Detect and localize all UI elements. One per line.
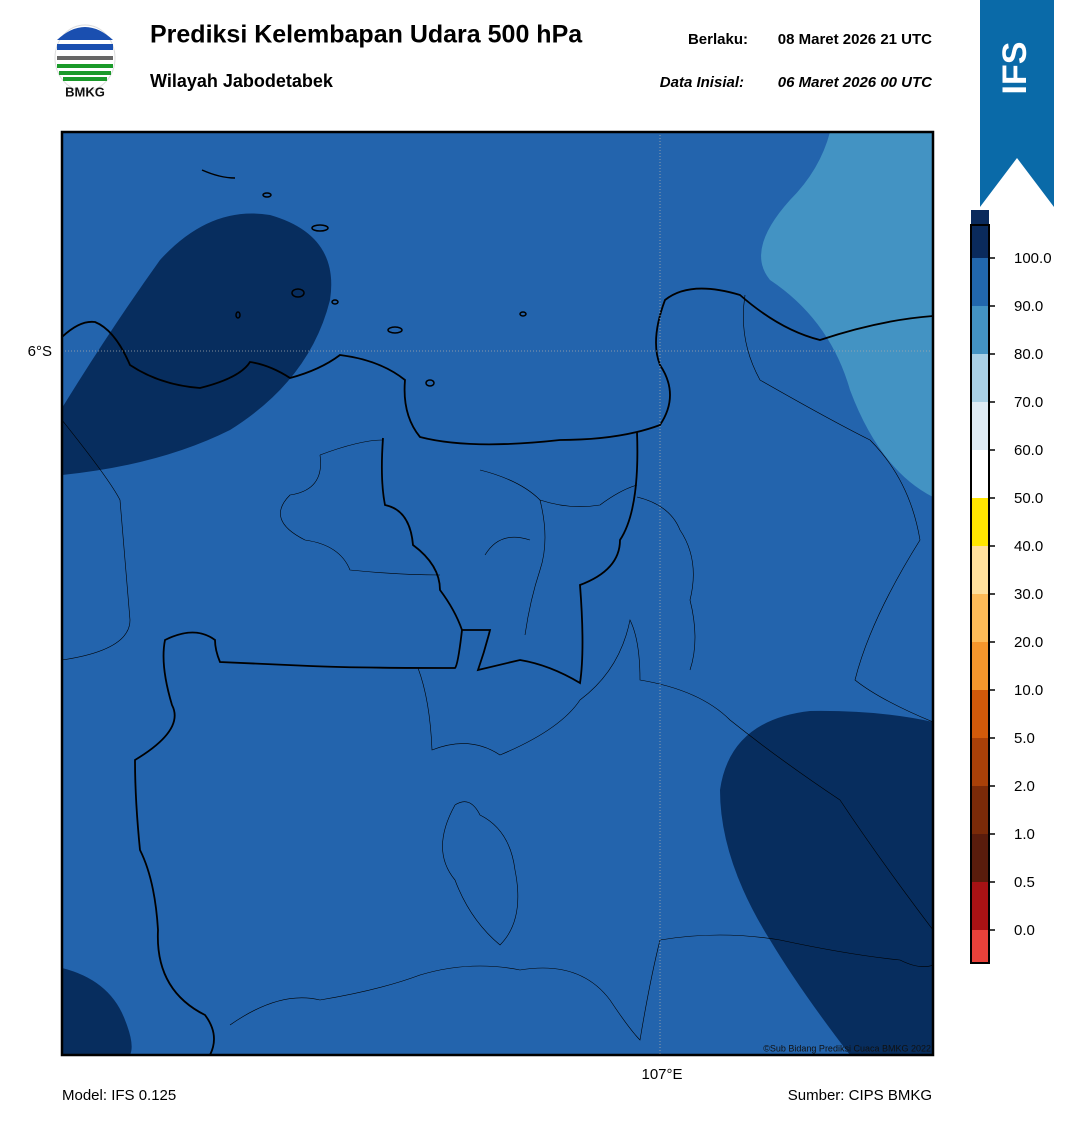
map-frame: [60, 130, 935, 1057]
badge: [980, 0, 1054, 207]
colorbar-segment: [971, 450, 989, 498]
colorbar-segment: [971, 834, 989, 882]
colorbar-tick-label: 100.0: [1014, 250, 1052, 267]
logo-text: BMKG: [65, 84, 105, 99]
colorbar-tick-label: 80.0: [1014, 346, 1043, 363]
colorbar-segment: [971, 930, 989, 963]
init-label: Data Inisial:: [660, 74, 744, 91]
colorbar-tick-label: 2.0: [1014, 778, 1035, 795]
colorbar-segment: [971, 594, 989, 642]
colorbar-segment: [971, 498, 989, 546]
colorbar-segment: [971, 210, 989, 258]
model: Model: IFS 0.125: [62, 1087, 176, 1104]
colorbar-tick-label: 5.0: [1014, 730, 1035, 747]
lat-label: 6°S: [28, 343, 52, 360]
colorbar-segment: [971, 642, 989, 690]
valid-label: Berlaku:: [688, 31, 748, 48]
colorbar-tick-label: 90.0: [1014, 298, 1043, 315]
badge-text: IFS: [996, 42, 1034, 95]
subtitle: Wilayah Jabodetabek: [150, 71, 334, 91]
colorbar-segment: [971, 690, 989, 738]
valid-time: 08 Maret 2026 21 UTC: [778, 31, 932, 48]
credit: ©Sub Bidang Prediksi Cuaca BMKG 2022: [763, 1043, 931, 1053]
colorbar-segment: [971, 306, 989, 354]
logo: BMKG: [54, 24, 116, 99]
colorbar-tick-label: 20.0: [1014, 634, 1043, 651]
colorbar-tick-label: 60.0: [1014, 442, 1043, 459]
colorbar-segment: [971, 354, 989, 402]
colorbar-tick-label: 30.0: [1014, 586, 1043, 603]
map-field: [62, 132, 933, 1055]
colorbar-segment: [971, 402, 989, 450]
colorbar-tick-label: 40.0: [1014, 538, 1043, 555]
colorbar-segment: [971, 258, 989, 306]
lon-label: 107°E: [641, 1066, 682, 1083]
colorbar-tick-label: 0.0: [1014, 922, 1035, 939]
colorbar-tick-label: 70.0: [1014, 394, 1043, 411]
colorbar-segment: [971, 786, 989, 834]
colorbar-segment: [971, 738, 989, 786]
title: Prediksi Kelembapan Udara 500 hPa: [150, 21, 583, 49]
colorbar-segment: [971, 882, 989, 930]
colorbar-segment: [971, 546, 989, 594]
colorbar: 0.0 0.5 1.0 2.0 5.0 10.0 20.0 30.0 40.0 50.0 60.0 7…: [970, 210, 1052, 964]
source: Sumber: CIPS BMKG: [788, 1087, 932, 1104]
colorbar-tick-label: 1.0: [1014, 826, 1035, 843]
init-time: 06 Maret 2026 00 UTC: [778, 74, 933, 91]
colorbar-tick-label: 50.0: [1014, 490, 1043, 507]
colorbar-tick-label: 0.5: [1014, 874, 1035, 891]
colorbar-tick-label: 10.0: [1014, 682, 1043, 699]
